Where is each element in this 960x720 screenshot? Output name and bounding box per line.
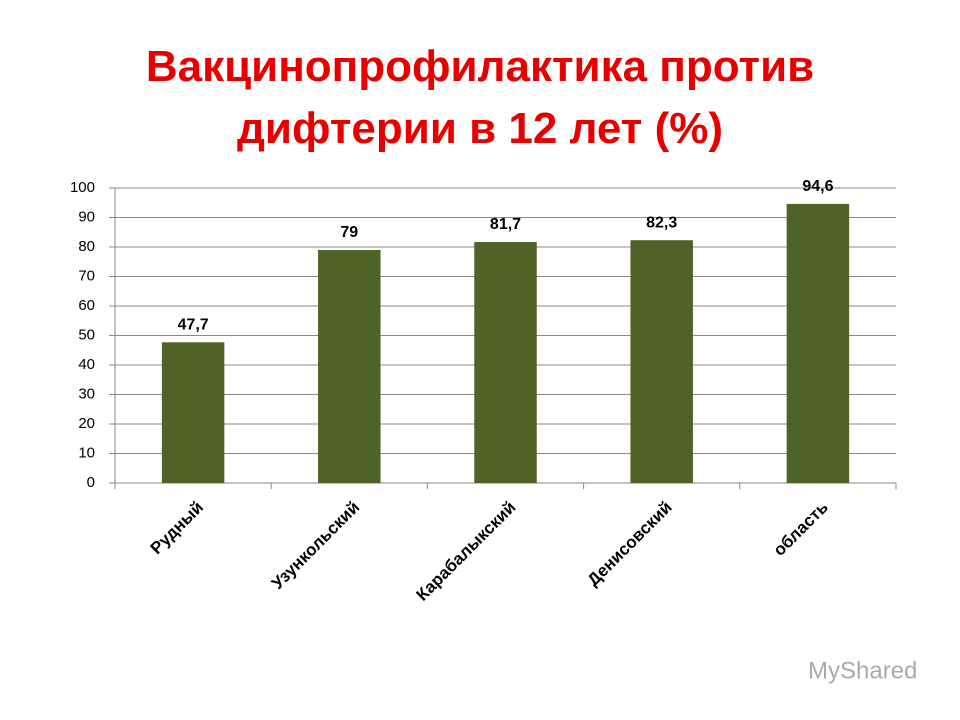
watermark: MyShared — [808, 657, 917, 684]
x-tick-label: Карабалыкский — [413, 498, 520, 605]
y-tick-label: 80 — [78, 238, 95, 255]
y-tick-label: 10 — [78, 444, 95, 461]
value-label: 82,3 — [646, 214, 677, 231]
y-tick-label: 60 — [78, 297, 95, 314]
value-label: 47,7 — [178, 317, 209, 334]
y-tick-label: 50 — [78, 326, 95, 343]
x-tick-label: Рудный — [147, 498, 207, 558]
x-tick-label: Узункольский — [268, 498, 363, 593]
bar — [630, 240, 693, 483]
bar — [161, 342, 225, 483]
y-tick-label: 0 — [87, 474, 95, 491]
value-label: 79 — [340, 224, 358, 241]
chart-title: Вакцинопрофилактика против дифтерии в 12… — [145, 42, 815, 153]
y-tick-label: 20 — [78, 415, 95, 432]
value-label: 81,7 — [490, 216, 521, 233]
value-label: 94,6 — [802, 178, 833, 195]
y-tick-label: 90 — [78, 208, 95, 225]
y-tick-label: 70 — [78, 267, 95, 284]
x-tick-label: область — [770, 498, 832, 560]
y-tick-label: 40 — [78, 356, 95, 373]
x-tick-label: Денисовский — [584, 498, 676, 590]
bar — [474, 241, 537, 483]
y-tick-label: 30 — [78, 385, 95, 402]
bar — [786, 203, 850, 483]
y-tick-label: 100 — [70, 179, 95, 196]
bar — [318, 249, 381, 483]
